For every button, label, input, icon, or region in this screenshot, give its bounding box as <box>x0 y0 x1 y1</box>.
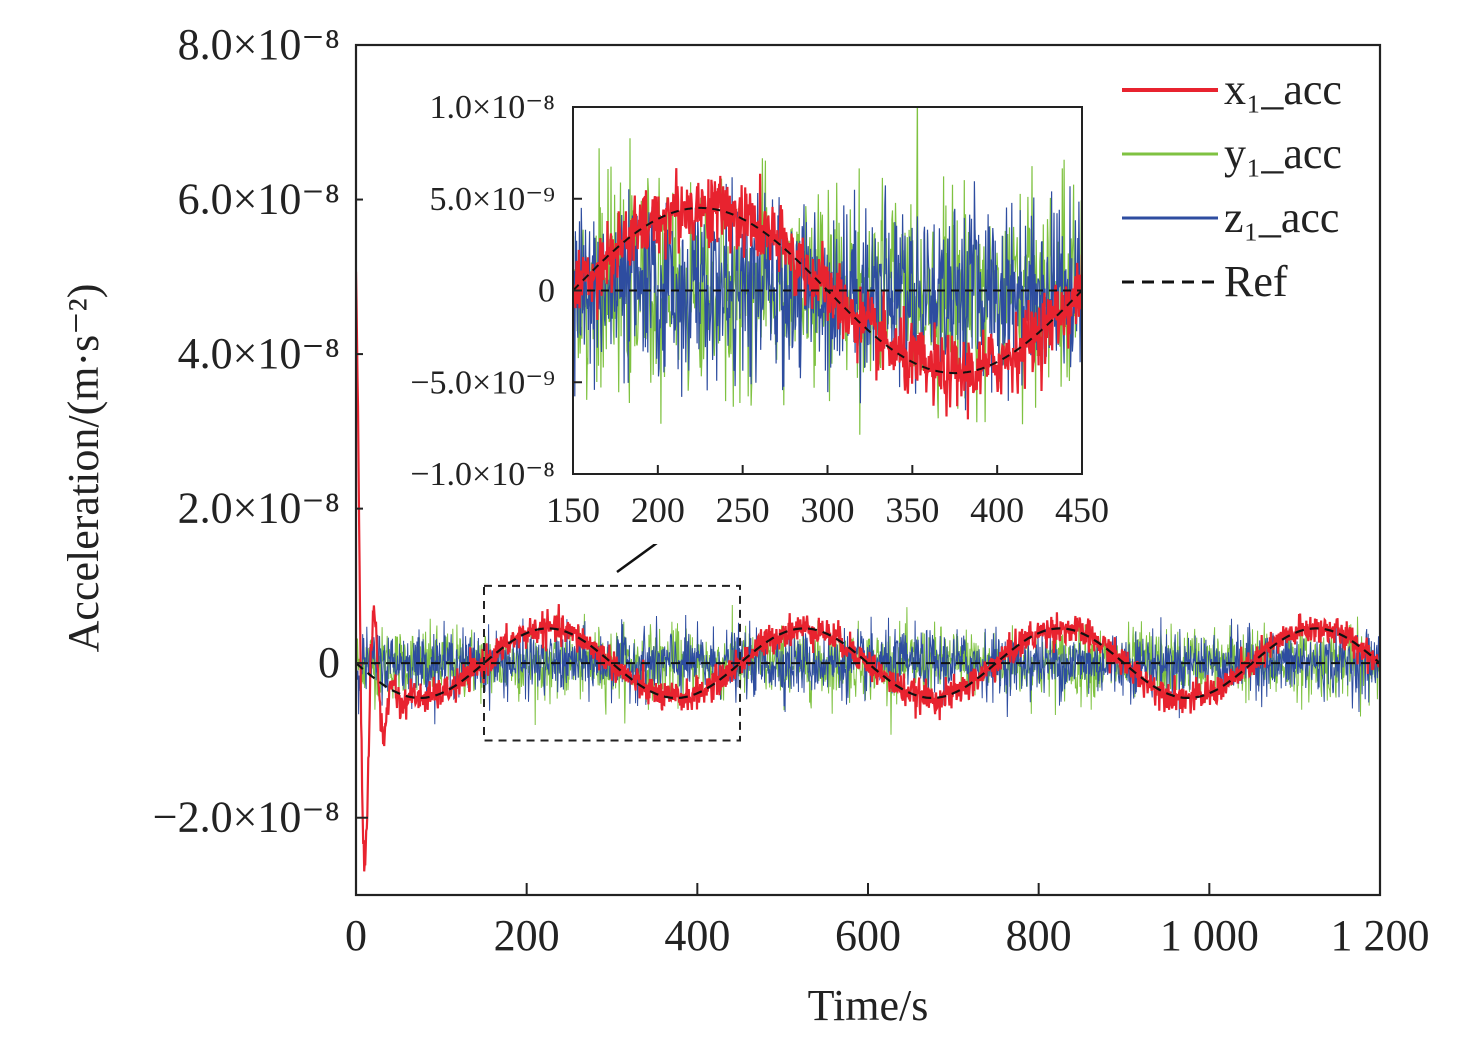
x-tick-label: 0 <box>345 911 367 960</box>
inset-x-tick-label: 200 <box>631 490 685 530</box>
legend-label: y₁_acc <box>1224 129 1342 178</box>
legend-item: y₁_acc <box>1122 129 1342 178</box>
inset-y-tick-label: −5.0×10⁻⁹ <box>410 364 555 401</box>
main-plot-area <box>356 271 1380 872</box>
inset-x-tick-label: 150 <box>546 490 600 530</box>
inset-x-tick-label: 300 <box>801 490 855 530</box>
inset-plot: 150 200 250 300 350 400 450 −1.0×10⁻⁸ −5.0×10⁻⁹ 0… <box>363 87 1132 544</box>
legend-item: Ref <box>1122 257 1288 306</box>
y-tick-label: −2.0×10⁻⁸ <box>153 793 340 842</box>
inset-y-tick-label: −1.0×10⁻⁸ <box>410 456 555 493</box>
series-ref-line <box>356 627 1380 699</box>
y-tick-label: 6.0×10⁻⁸ <box>178 175 340 224</box>
legend-label: x₁_acc <box>1224 65 1342 114</box>
zoom-region-box <box>483 584 741 742</box>
inset-y-tick-label: 1.0×10⁻⁸ <box>430 89 555 126</box>
x-axis-label: Time/s <box>808 981 929 1030</box>
inset-x-tick-label: 350 <box>885 490 939 530</box>
inset-x-tick-label: 450 <box>1055 490 1109 530</box>
legend-item: z₁_acc <box>1122 193 1339 242</box>
y-axis-label: Acceleration/(m·s⁻²) <box>59 284 108 653</box>
x-tick-label: 1 200 <box>1331 911 1430 960</box>
legend-label: Ref <box>1224 257 1288 306</box>
inset-x1-acc-line <box>573 168 1082 420</box>
main-axes: 0 200 400 600 800 1 000 1 200 −2.0×10⁻⁸ 0 2.0×10⁻… <box>153 20 1430 960</box>
y-tick-label: 4.0×10⁻⁸ <box>178 329 340 378</box>
inset-y-tick-label: 0 <box>538 273 555 310</box>
x-tick-label: 600 <box>835 911 901 960</box>
inset-x-tick-label: 250 <box>716 490 770 530</box>
y-tick-label: 8.0×10⁻⁸ <box>178 20 340 69</box>
x-tick-label: 1 000 <box>1160 911 1259 960</box>
y-tick-label: 0 <box>318 638 340 687</box>
x-tick-label: 400 <box>664 911 730 960</box>
legend-item: x₁_acc <box>1122 65 1342 114</box>
inset-x-tick-label: 400 <box>970 490 1024 530</box>
x-tick-label: 800 <box>1006 911 1072 960</box>
legend-label: z₁_acc <box>1224 193 1339 242</box>
inset-y-tick-label: 5.0×10⁻⁹ <box>430 181 555 218</box>
legend: x₁_acc y₁_acc z₁_acc Ref <box>1122 65 1342 306</box>
y-tick-label: 2.0×10⁻⁸ <box>178 484 340 533</box>
x-tick-label: 200 <box>494 911 560 960</box>
